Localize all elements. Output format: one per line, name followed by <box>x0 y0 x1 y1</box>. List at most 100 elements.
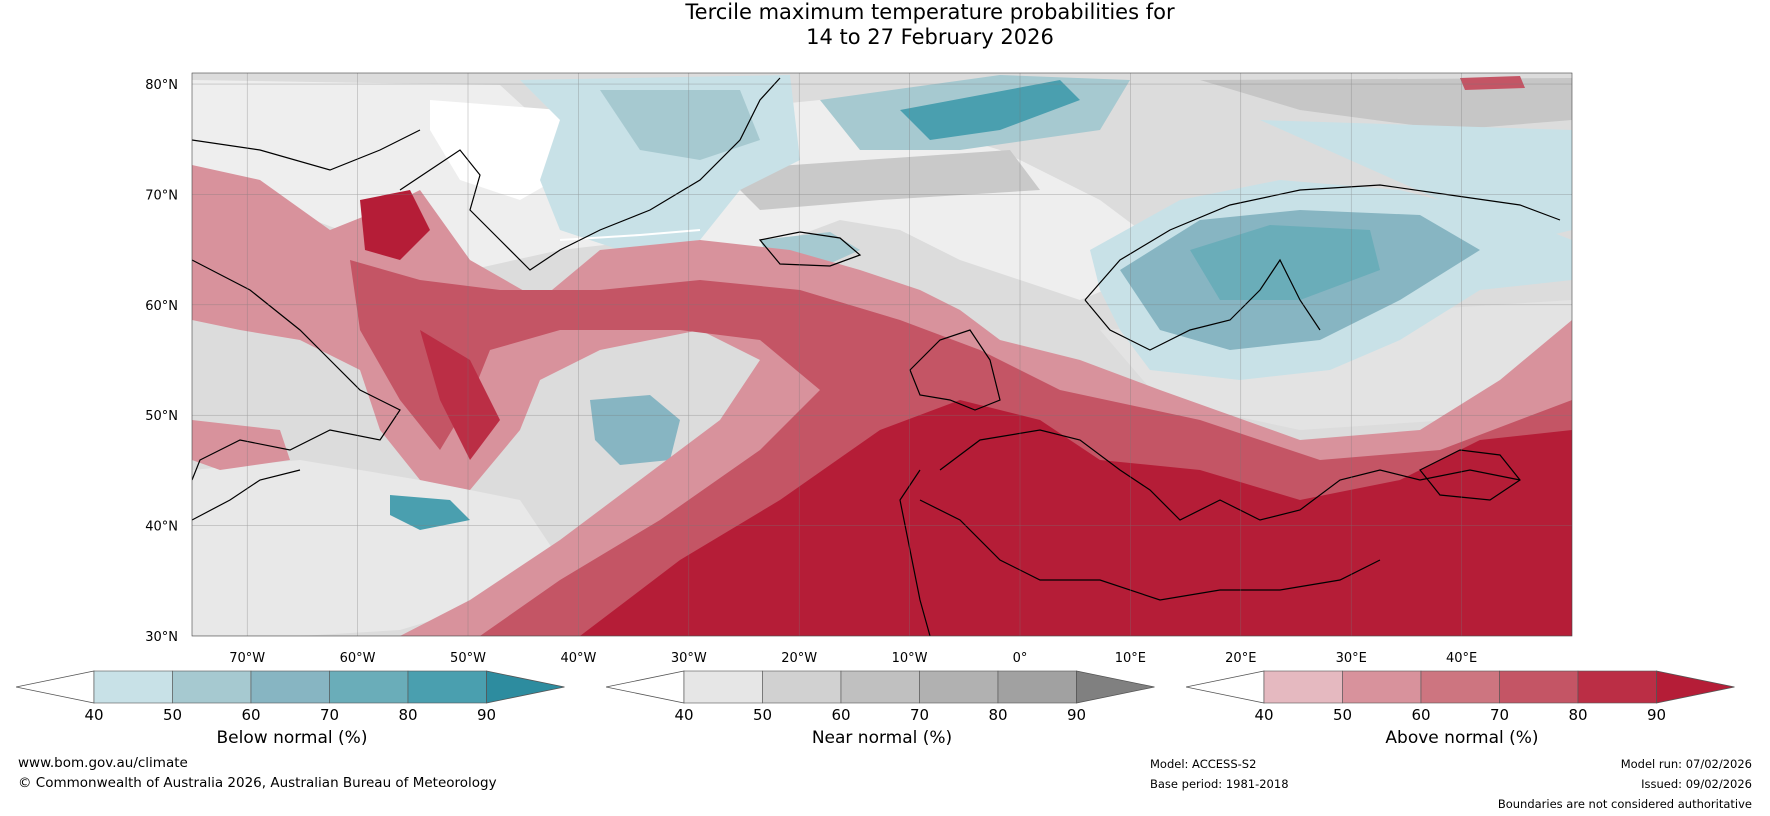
map-field <box>192 73 1572 636</box>
colorbar-tick-label: 40 <box>674 706 693 724</box>
near-normal-mid-region <box>720 150 1040 210</box>
graticule <box>192 73 1572 636</box>
coast-labrador <box>192 259 401 481</box>
latitude-labels: 80°N 70°N 60°N 50°N 40°N 30°N <box>145 78 178 645</box>
colorbar-tick-label: 70 <box>320 706 339 724</box>
near-normal-label: Near normal (%) <box>811 728 953 748</box>
above-normal-arctic-patch <box>1460 76 1525 90</box>
colorbar-segment <box>1263 670 1343 704</box>
longitude-label: 30°E <box>1336 651 1367 666</box>
longitude-label: 10°W <box>892 651 928 666</box>
contour-line-white <box>559 229 701 241</box>
colorbar-extend-low <box>606 670 685 704</box>
coast-north-africa <box>919 499 1381 601</box>
longitude-label: 30°W <box>671 651 707 666</box>
colorbar-tick-label: 90 <box>477 706 496 724</box>
colorbar-tick-label: 50 <box>753 706 772 724</box>
colorbar-segment <box>683 670 763 704</box>
title-line-2: 14 to 27 February 2026 <box>806 25 1054 49</box>
colorbar-extend-high <box>1656 670 1735 704</box>
colorbar-segment <box>919 670 999 704</box>
below-normal-atlantic-blob <box>590 395 680 465</box>
colorbar-segment <box>997 670 1077 704</box>
colorbar-segment <box>1499 670 1579 704</box>
map-title: Tercile maximum temperature probabilitie… <box>0 0 1770 50</box>
latitude-label: 30°N <box>145 630 178 645</box>
title-line-1: Tercile maximum temperature probabilitie… <box>685 0 1175 24</box>
colorbar-tick-label: 70 <box>1490 706 1509 724</box>
latitude-label: 50°N <box>145 409 178 424</box>
colorbar-tick-label: 90 <box>1647 706 1666 724</box>
longitude-label: 0° <box>1013 651 1028 666</box>
colorbar-segment <box>840 670 920 704</box>
colorbar-segment <box>329 670 409 704</box>
colorbar-extend-low <box>16 670 95 704</box>
longitude-label: 50°W <box>450 651 486 666</box>
colorbar-segment <box>250 670 330 704</box>
longitude-label: 60°W <box>340 651 376 666</box>
coast-mediterranean-north <box>939 429 1521 521</box>
model-run-text: Model run: 07/02/2026 <box>1620 757 1752 771</box>
above-normal-coast-patch <box>192 420 290 470</box>
coast-scandinavia-north <box>1084 184 1561 301</box>
colorbar-tick-label: 90 <box>1067 706 1086 724</box>
above-normal-newfoundland-core <box>420 330 500 460</box>
above-normal-core-region <box>580 400 1572 636</box>
website-link[interactable]: www.bom.gov.au/climate <box>18 755 188 771</box>
coastlines <box>192 77 1561 636</box>
colorbar-tick-label: 40 <box>1254 706 1273 724</box>
colorbar-segment <box>1420 670 1500 704</box>
colorbar-tick-label: 80 <box>398 706 417 724</box>
coast-iceland <box>758 231 862 267</box>
latitude-label: 40°N <box>145 520 178 535</box>
below-normal-greenland-core <box>600 90 760 160</box>
colorbar-tick-label: 80 <box>988 706 1007 724</box>
below-normal-scandinavia-core <box>1190 225 1380 300</box>
coast-black-sea <box>1419 449 1521 501</box>
below-normal-atlantic-small-blob <box>390 495 470 530</box>
above-normal-colorbar-segments: 40 50 60 70 80 90 <box>1186 670 1735 724</box>
longitude-labels: 70°W 60°W 50°W 40°W 30°W 20°W 10°W 0° 10°E 20°E 30… <box>229 651 1477 666</box>
model-text: Model: ACCESS-S2 <box>1150 757 1257 771</box>
colorbar-segment <box>93 670 173 704</box>
colorbar-tick-label: 80 <box>1568 706 1587 724</box>
colorbar-tick-label: 50 <box>1333 706 1352 724</box>
longitude-label: 20°E <box>1225 651 1256 666</box>
above-normal-colorbar: 40 50 60 70 80 90 <box>1186 670 1735 724</box>
colorbar-tick-label: 60 <box>1411 706 1430 724</box>
colorbar-tick-label: 60 <box>831 706 850 724</box>
coast-iberia-west <box>899 469 931 636</box>
longitude-label: 70°W <box>229 651 265 666</box>
longitude-label: 40°W <box>560 651 596 666</box>
colorbar-segment <box>407 670 487 704</box>
coast-greenland <box>399 77 781 271</box>
longitude-label: 40°E <box>1446 651 1477 666</box>
issued-text: Issued: 09/02/2026 <box>1641 777 1752 791</box>
map-frame <box>191 72 1573 637</box>
latitude-label: 70°N <box>145 188 178 203</box>
below-normal-svalbard-core <box>900 80 1080 140</box>
colorbar-extend-high <box>486 670 565 704</box>
coast-baltic <box>1084 258 1321 351</box>
colorbar-segment <box>172 670 252 704</box>
near-normal-dark-region <box>1200 78 1572 130</box>
boundaries-disclaimer: Boundaries are not considered authoritat… <box>1497 797 1752 811</box>
colorbar-extend-low <box>1186 670 1265 704</box>
longitude-label: 20°W <box>781 651 817 666</box>
colorbar-segment <box>1577 670 1657 704</box>
coast-arctic-canada <box>192 129 421 171</box>
copyright-text: © Commonwealth of Australia 2026, Austra… <box>18 775 497 791</box>
coast-us-east <box>192 469 301 521</box>
longitude-label: 10°E <box>1115 651 1146 666</box>
colorbar-tick-label: 50 <box>163 706 182 724</box>
colorbar-tick-label: 40 <box>84 706 103 724</box>
coast-britain <box>909 329 1001 411</box>
colorbar-extend-high <box>1076 670 1155 704</box>
latitude-label: 60°N <box>145 299 178 314</box>
above-normal-baffin-core <box>360 190 430 260</box>
near-normal-colorbar-segments: 40 50 60 70 80 90 <box>606 670 1155 724</box>
colorbar-segment <box>1342 670 1422 704</box>
near-normal-colorbar: 40 50 60 70 80 90 <box>606 670 1155 724</box>
base-period-text: Base period: 1981-2018 <box>1150 777 1289 791</box>
